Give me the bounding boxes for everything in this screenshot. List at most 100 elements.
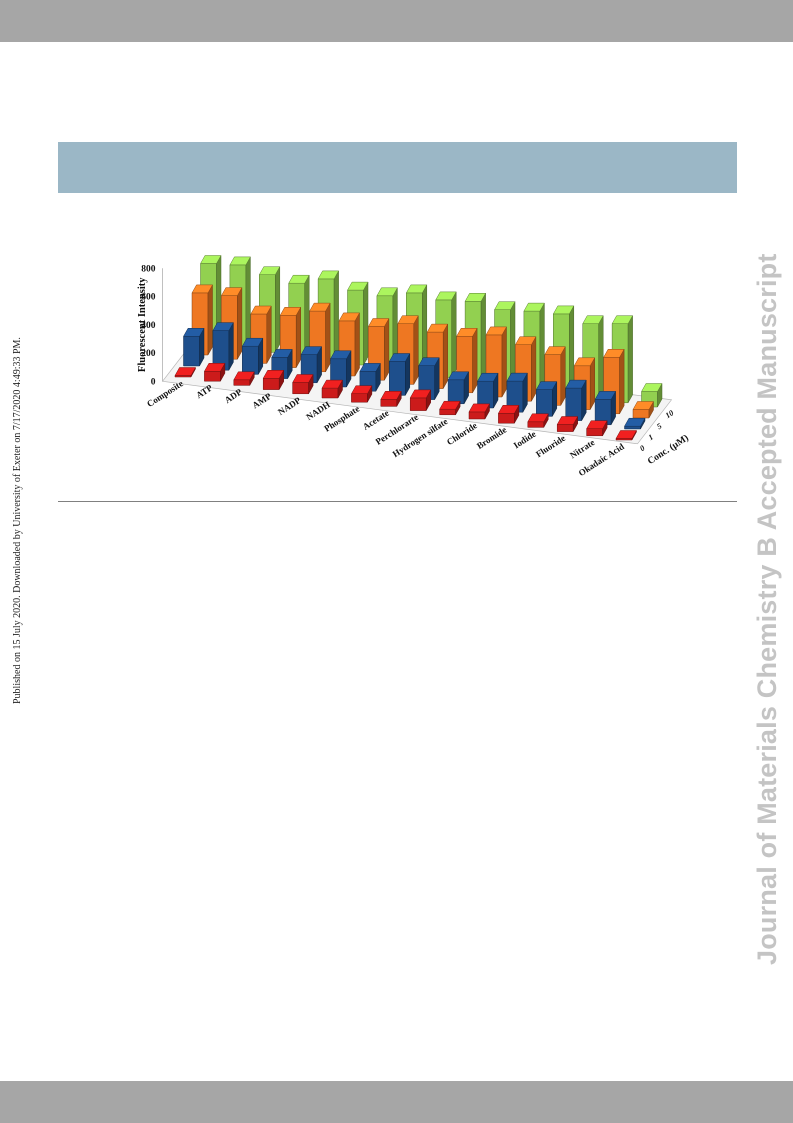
bar: [535, 380, 558, 418]
series-depth-label: 5: [655, 421, 663, 431]
bar-front: [527, 421, 545, 428]
bar-front: [447, 379, 465, 405]
bar-top: [611, 315, 634, 324]
bar-side: [304, 274, 310, 358]
bar-side: [363, 281, 369, 366]
bar: [565, 379, 587, 422]
bar: [338, 311, 360, 377]
bar-top: [527, 413, 549, 423]
bar-front: [468, 411, 486, 420]
category-label: Chloride: [445, 420, 479, 447]
bar-front: [262, 378, 280, 390]
bar: [632, 400, 654, 419]
bar-front: [242, 345, 259, 375]
series-depth-label: 10: [664, 408, 676, 420]
bar-top: [456, 328, 478, 337]
bar-top: [338, 312, 360, 322]
bar: [174, 366, 196, 378]
bar: [203, 362, 226, 383]
bar-top: [468, 403, 490, 413]
bar-top: [632, 401, 654, 410]
bar-top: [603, 349, 625, 358]
bar-front: [624, 425, 641, 430]
bar-top: [418, 357, 440, 366]
bar-top: [439, 400, 461, 410]
bar-front: [536, 389, 553, 417]
y-tick-label: 600: [141, 293, 156, 303]
bar-top: [200, 255, 222, 264]
chart-bars: [174, 254, 663, 441]
bar-top: [544, 346, 566, 355]
bar-top: [615, 430, 637, 439]
category-label: Nitrate: [568, 437, 597, 460]
bar-top: [514, 336, 537, 345]
bar-front: [389, 361, 406, 396]
bar-front: [292, 382, 309, 395]
category-label: Fluoride: [534, 433, 567, 459]
figure-title-band: [58, 142, 737, 193]
bar-top: [350, 385, 373, 394]
bar-side: [413, 314, 419, 386]
bar-front: [439, 408, 456, 416]
bar-front: [632, 409, 650, 419]
bar-side: [237, 286, 243, 361]
bar: [594, 390, 617, 426]
bar-top: [183, 328, 205, 337]
bar-top: [347, 281, 369, 291]
bar-top: [582, 315, 604, 324]
bar: [497, 404, 520, 425]
bar-top: [586, 420, 608, 429]
bar: [350, 384, 373, 404]
bar-top: [258, 266, 281, 275]
bar-top: [212, 322, 234, 331]
bar-top: [233, 371, 255, 381]
bar-side: [619, 348, 625, 415]
bar: [477, 372, 499, 409]
bar: [321, 379, 343, 399]
bar-top: [556, 416, 579, 425]
bar-side: [501, 325, 507, 398]
bar-top: [262, 370, 285, 379]
bar-top: [477, 372, 499, 382]
bar-top: [367, 318, 390, 327]
bar-top: [321, 379, 343, 389]
bar-top: [279, 307, 302, 316]
bar-top: [426, 323, 449, 333]
bar-front: [556, 424, 574, 432]
bar: [586, 419, 608, 437]
bar-side: [245, 255, 251, 350]
bar-side: [589, 356, 595, 411]
bar-side: [333, 269, 339, 362]
bar-top: [506, 372, 528, 382]
bar-front: [498, 413, 515, 424]
bar-top: [565, 379, 587, 389]
bar-top: [300, 346, 323, 355]
bar-top: [330, 350, 352, 360]
bar-top: [494, 301, 516, 310]
bar-side: [472, 327, 478, 394]
bar: [380, 390, 402, 408]
series-depth-label: 1: [647, 432, 655, 442]
bar-side: [207, 283, 213, 356]
y-tick-label: 800: [141, 264, 156, 274]
bar-front: [233, 379, 251, 386]
bar-top: [435, 291, 457, 301]
bar: [212, 321, 234, 372]
bar-side: [598, 314, 604, 400]
journal-watermark: Journal of Materials Chemistry B Accepte…: [752, 253, 782, 965]
category-label: Iodide: [512, 429, 538, 451]
bar-side: [354, 311, 360, 377]
bar-side: [384, 317, 390, 382]
bar: [506, 372, 528, 414]
publication-note: Published on 15 July 2020. Downloaded by…: [12, 337, 23, 704]
bar: [292, 373, 314, 395]
bar-top: [241, 337, 264, 347]
bar-top: [229, 256, 251, 266]
bar: [241, 337, 264, 376]
bar-top: [271, 349, 293, 358]
bar-side: [325, 302, 331, 373]
bar-top: [409, 389, 432, 399]
y-tick-label: 400: [141, 321, 156, 331]
bar-side: [531, 335, 537, 403]
